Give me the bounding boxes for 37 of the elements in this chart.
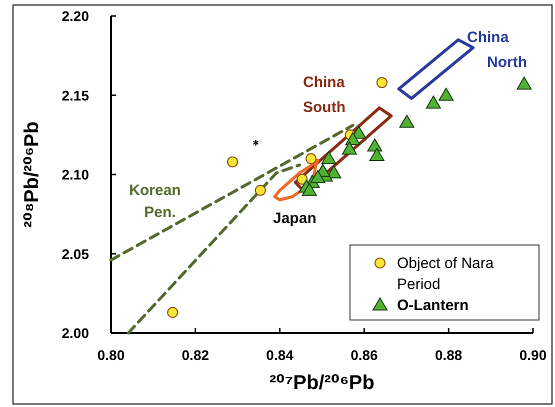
x-tick-label: 0.80 bbox=[97, 347, 125, 363]
series-label: Japan bbox=[273, 210, 316, 227]
point bbox=[345, 132, 360, 146]
series-label: China North bbox=[467, 29, 527, 71]
point bbox=[369, 148, 384, 161]
y-tick-label: 2.00 bbox=[62, 325, 90, 341]
point bbox=[254, 184, 266, 196]
y-tick-label: 2.15 bbox=[62, 87, 90, 104]
series-label: Korean Pen. bbox=[129, 182, 181, 221]
x-tick-label: 0.84 bbox=[266, 347, 294, 363]
point bbox=[321, 151, 336, 164]
point bbox=[367, 138, 382, 152]
x-tick-label: 0.86 bbox=[350, 347, 378, 363]
point bbox=[310, 170, 326, 184]
y-tick-label: 2.05 bbox=[62, 246, 90, 262]
y-tick-label: 2.20 bbox=[62, 8, 90, 24]
x-tick-label: 0.90 bbox=[519, 347, 547, 363]
point bbox=[342, 142, 357, 155]
point bbox=[296, 174, 308, 185]
x-axis-title: ²⁰⁷Pb/²⁰⁶Pb bbox=[270, 372, 374, 394]
y-axis-title: ²⁰⁸Pb/²⁰⁶Pb bbox=[21, 121, 43, 228]
legend-label: Object of Nara Period bbox=[397, 255, 494, 293]
legend-label: O-Lantern bbox=[397, 297, 469, 314]
point bbox=[306, 153, 317, 164]
series-label: China South bbox=[303, 74, 346, 116]
point bbox=[252, 139, 259, 146]
y-tick-label: 2.10 bbox=[62, 166, 90, 182]
point bbox=[167, 306, 178, 318]
point bbox=[399, 114, 414, 128]
point bbox=[302, 182, 317, 196]
point bbox=[426, 96, 441, 109]
point bbox=[438, 88, 454, 101]
point bbox=[516, 76, 532, 90]
point bbox=[227, 156, 238, 168]
x-tick-label: 0.82 bbox=[182, 347, 210, 363]
point bbox=[376, 77, 388, 88]
x-tick-label: 0.88 bbox=[434, 347, 462, 363]
